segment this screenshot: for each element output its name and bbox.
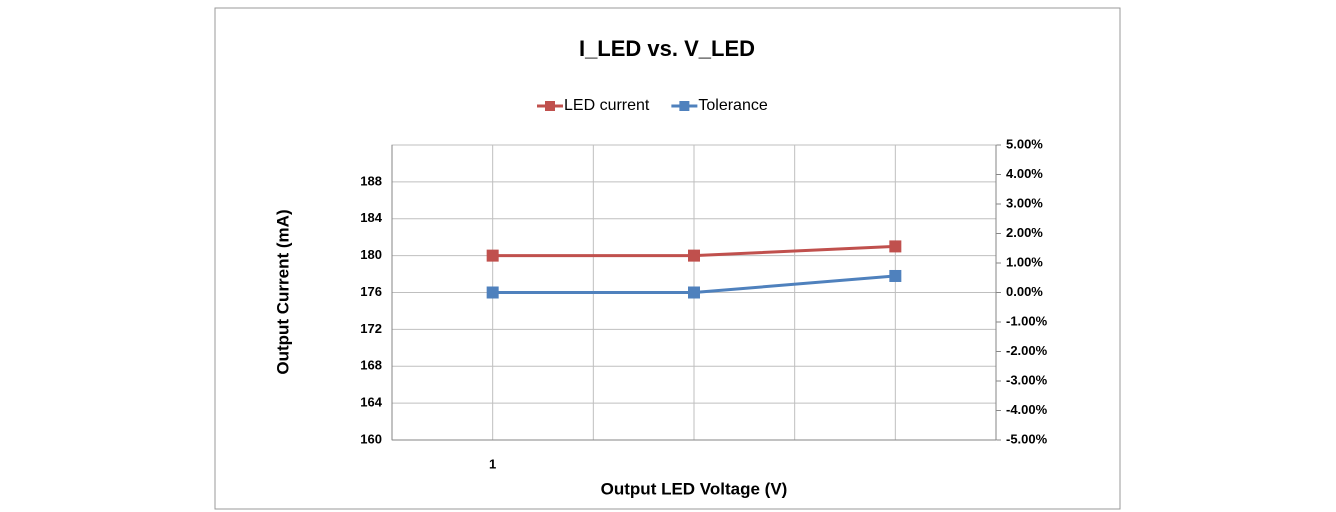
y2-tick-label: -3.00%	[1006, 372, 1048, 387]
y-tick-label: 164	[360, 395, 382, 410]
point-marker	[889, 269, 902, 282]
chart-title: I_LED vs. V_LED	[579, 36, 755, 61]
y2-tick-label: -5.00%	[1006, 431, 1048, 446]
point-marker	[688, 286, 700, 299]
y2-tick-label: 1.00%	[1006, 254, 1043, 269]
legend-marker	[679, 101, 690, 111]
y2-tick-label: 4.00%	[1006, 166, 1043, 181]
y-tick-label: 172	[360, 321, 382, 336]
legend-label: LED current	[564, 97, 650, 114]
y-tick-label: 184	[360, 210, 382, 225]
legend-label: Tolerance	[698, 97, 767, 114]
y-tick-label: 176	[360, 284, 382, 299]
point-marker	[688, 249, 700, 262]
point-marker	[486, 286, 499, 299]
y-tick-label: 180	[360, 247, 382, 262]
y-tick-label: 160	[360, 431, 382, 446]
y2-tick-label: 0.00%	[1006, 284, 1043, 299]
chart-frame	[214, 7, 1121, 510]
y2-tick-label: -2.00%	[1006, 343, 1048, 358]
y2-tick-label: -4.00%	[1006, 402, 1048, 417]
y2-tick-label: -1.00%	[1006, 313, 1048, 328]
y-tick-label: 188	[360, 173, 382, 188]
point-marker	[889, 240, 902, 253]
y-axis-label: Output Current (mA)	[273, 209, 292, 374]
point-marker	[486, 249, 499, 262]
legend-marker	[545, 101, 555, 111]
x-tick-label: 1	[489, 456, 496, 471]
x-axis-label: Output LED Voltage (V)	[601, 479, 788, 498]
y2-tick-label: 5.00%	[1006, 136, 1043, 151]
y2-tick-label: 2.00%	[1006, 225, 1043, 240]
y2-tick-label: 3.00%	[1006, 195, 1043, 210]
y-tick-label: 168	[360, 358, 382, 373]
